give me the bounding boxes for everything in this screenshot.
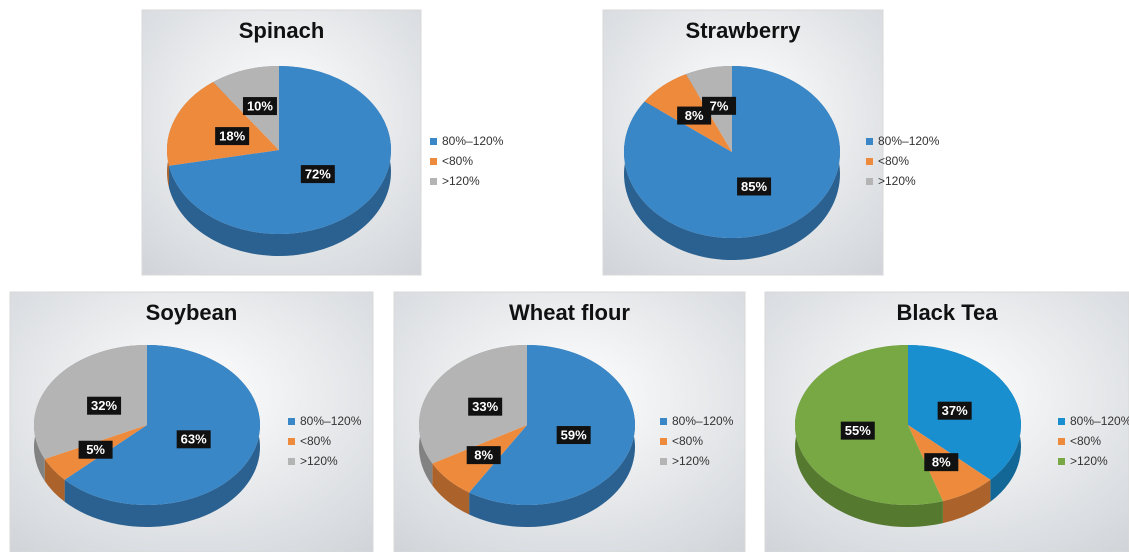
chart-title: Spinach [239, 18, 325, 43]
data-label-box [87, 396, 122, 415]
pie-panel: Soybean 63% 5% 32% 80%–120% <80% >120% [9, 291, 374, 552]
legend-swatch [288, 438, 295, 445]
data-label-box [737, 177, 772, 196]
legend-label: >120% [1070, 454, 1108, 468]
legend-swatch [288, 458, 295, 465]
data-label-box [215, 127, 250, 146]
legend-swatch [866, 138, 873, 145]
legend-label: 80%–120% [672, 414, 734, 428]
slice-side [795, 345, 943, 527]
data-label-box [556, 426, 591, 445]
slice [469, 345, 635, 505]
data-label-box [702, 96, 737, 115]
legend-swatch [430, 178, 437, 185]
data-label: 63% [181, 432, 207, 447]
data-label: 8% [932, 455, 951, 470]
slice [166, 82, 279, 166]
data-label: 72% [305, 167, 331, 182]
data-label: 8% [474, 448, 493, 463]
data-label-box [176, 430, 211, 449]
legend-swatch [288, 418, 295, 425]
legend-swatch [1058, 458, 1065, 465]
data-label-box [937, 401, 972, 420]
data-label-box [78, 440, 113, 459]
legend-swatch [430, 138, 437, 145]
chart-title: Black Tea [896, 300, 998, 325]
legend-label: <80% [1070, 434, 1101, 448]
legend-swatch [866, 178, 873, 185]
slice-side [432, 463, 470, 515]
legend-swatch [660, 438, 667, 445]
data-label: 55% [845, 423, 871, 438]
data-label: 59% [561, 427, 587, 442]
chart-title: Strawberry [686, 18, 802, 43]
pie-panel: Black Tea 37% 8% 55% 80%–120% <80% >120% [764, 291, 1129, 552]
data-label: 85% [741, 179, 767, 194]
legend-label: >120% [878, 174, 916, 188]
legend-label: 80%–120% [878, 134, 940, 148]
data-label-box [242, 97, 277, 116]
legend-swatch [430, 158, 437, 165]
chart-title: Wheat flour [509, 300, 630, 325]
data-label: 7% [710, 98, 729, 113]
legend-label: 80%–120% [442, 134, 504, 148]
legend-label: <80% [300, 434, 331, 448]
data-label-box [468, 397, 503, 416]
slice [64, 345, 260, 505]
legend-label: <80% [672, 434, 703, 448]
data-label: 5% [86, 442, 105, 457]
data-label: 32% [91, 398, 117, 413]
slice-side [44, 459, 65, 502]
data-label: 8% [685, 108, 704, 123]
legend-label: <80% [442, 154, 473, 168]
pie-panel: Strawberry 85% 8% 7% 80%–120% <80% >120% [602, 9, 940, 276]
slice [168, 66, 391, 234]
legend-swatch [1058, 438, 1065, 445]
legend-label: >120% [442, 174, 480, 188]
data-label: 33% [472, 399, 498, 414]
data-label: 18% [219, 129, 245, 144]
data-label: 10% [247, 98, 273, 113]
legend-swatch [1058, 418, 1065, 425]
data-label: 37% [942, 403, 968, 418]
legend-swatch [660, 458, 667, 465]
legend-label: 80%–120% [300, 414, 362, 428]
data-label-box [300, 165, 335, 184]
slice-side [942, 479, 991, 524]
legend-swatch [866, 158, 873, 165]
legend-label: 80%–120% [1070, 414, 1129, 428]
chart-title: Soybean [146, 300, 238, 325]
pie-panel: Wheat flour 59% 8% 33% 80%–120% <80% >120% [393, 291, 746, 552]
legend-label: >120% [672, 454, 710, 468]
pie-panel: Spinach 72% 18% 10% 80%–120% <80% >120% [141, 9, 504, 276]
legend-swatch [660, 418, 667, 425]
slice-side [64, 345, 261, 527]
legend-label: <80% [878, 154, 909, 168]
data-label-box [466, 446, 501, 465]
data-label-box [924, 453, 959, 472]
legend-label: >120% [300, 454, 338, 468]
slice-side [469, 345, 636, 527]
data-label-box [840, 421, 875, 440]
